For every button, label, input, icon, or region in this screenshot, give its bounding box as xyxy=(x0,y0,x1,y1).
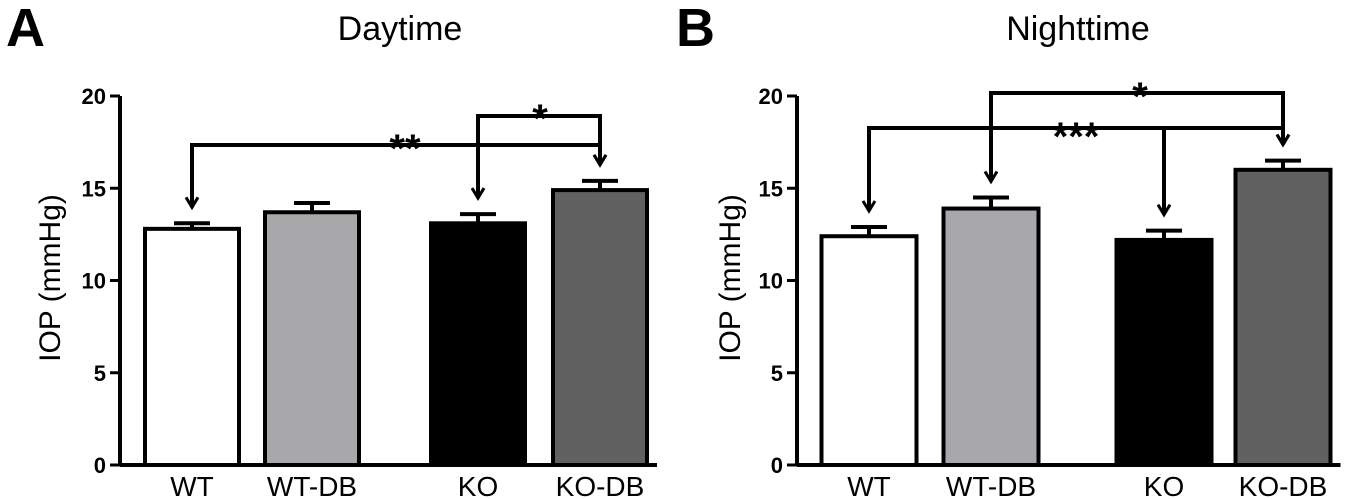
significance-bracket xyxy=(476,114,602,199)
y-tick-label: 10 xyxy=(759,269,783,294)
panel-a: A Daytime IOP (mmHg) 0 5 10 15 20 WT WT-DB KO KO… xyxy=(6,0,657,499)
x-tick-label: KO-DB xyxy=(1239,471,1328,499)
y-tick-label: 5 xyxy=(94,361,106,386)
significance-tick xyxy=(861,200,877,214)
y-tick-label: 15 xyxy=(759,176,783,201)
significance-tick xyxy=(470,187,486,201)
y-tick-label: 0 xyxy=(94,453,106,478)
significance-bracket xyxy=(989,91,1285,182)
significance-tick xyxy=(1275,133,1291,148)
panel-a-title: Daytime xyxy=(338,10,463,48)
significance-tick xyxy=(184,196,200,211)
significance-tick xyxy=(1156,203,1172,218)
significance-label: *** xyxy=(1053,115,1100,159)
bar xyxy=(819,234,919,467)
x-tick-label: KO xyxy=(1144,471,1184,499)
panel-b-label: B xyxy=(676,0,715,58)
y-tick-label: 15 xyxy=(82,176,106,201)
bar xyxy=(941,206,1041,467)
y-tick-label: 0 xyxy=(771,453,783,478)
bar xyxy=(263,210,361,467)
bar xyxy=(1114,237,1214,467)
x-tick-label: WT xyxy=(847,471,891,499)
significance-label: * xyxy=(532,97,548,141)
y-tick-label: 20 xyxy=(82,84,106,109)
y-tick-label: 20 xyxy=(759,84,783,109)
bar xyxy=(143,226,241,467)
y-tick-label: 5 xyxy=(771,361,783,386)
x-tick-label: WT-DB xyxy=(946,471,1036,499)
significance-bracket xyxy=(867,126,1285,211)
x-tick-label: WT-DB xyxy=(267,471,357,499)
panel-a-label: A xyxy=(6,0,45,58)
significance-label: * xyxy=(1132,75,1148,119)
bar xyxy=(551,188,649,467)
y-tick-label: 10 xyxy=(82,269,106,294)
bar xyxy=(1233,167,1333,468)
panel-a-ylabel: IOP (mmHg) xyxy=(34,194,67,362)
panel-b: B Nighttime IOP (mmHg) 0 5 10 15 20 WT WT-DB KO… xyxy=(676,0,1341,499)
x-tick-label: KO-DB xyxy=(556,471,645,499)
x-tick-label: WT xyxy=(170,471,214,499)
x-tick-label: KO xyxy=(458,471,498,499)
significance-tick xyxy=(592,154,608,168)
bar xyxy=(429,221,527,467)
panel-b-title: Nighttime xyxy=(1006,10,1150,48)
significance-label: ** xyxy=(389,127,421,171)
significance-tick xyxy=(983,170,999,185)
panel-b-ylabel: IOP (mmHg) xyxy=(714,194,747,362)
